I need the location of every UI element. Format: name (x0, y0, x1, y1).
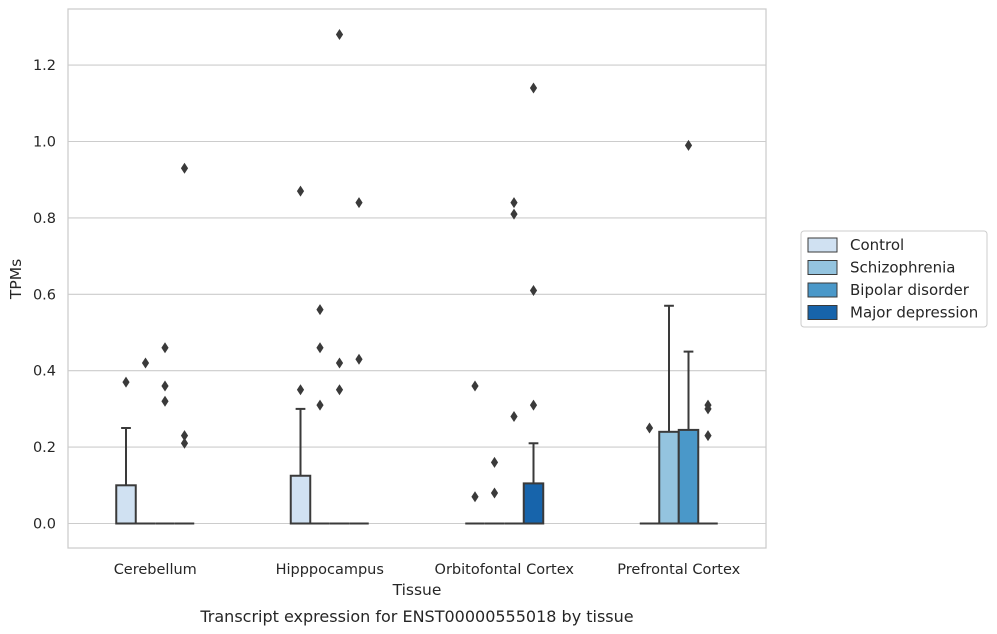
box-group (174, 162, 195, 525)
legend-label: Bipolar disorder (850, 281, 970, 299)
box-group (677, 139, 700, 525)
box-group (329, 29, 350, 525)
x-axis-label: Tissue (392, 581, 442, 599)
y-tick-label: 0.2 (33, 440, 56, 456)
chart-caption: Transcript expression for ENST0000055501… (199, 607, 633, 626)
plot-frame (67, 8, 767, 549)
legend-label: Major depression (850, 304, 978, 322)
box-group (522, 82, 545, 525)
outlier-point (471, 491, 479, 503)
box-group (135, 357, 156, 525)
outlier-point (180, 162, 189, 174)
y-tick-label: 1.0 (33, 135, 56, 151)
x-tick-labels: Cerebellum Hipppocampus Orbitofontal Corte… (114, 562, 741, 578)
box-group (484, 456, 505, 525)
outlier-point (335, 384, 344, 396)
outlier-point (529, 284, 538, 296)
outlier-point (355, 197, 363, 209)
outlier-point (684, 139, 693, 151)
legend-frame (800, 230, 988, 328)
outlier-point (161, 342, 169, 354)
x-tick-label: Hipppocampus (276, 562, 384, 578)
x-tick-label: Orbitofontal Cortex (435, 562, 575, 578)
outlier-point (490, 487, 499, 499)
box-rect (677, 428, 700, 525)
x-tick-label: Prefrontal Cortex (617, 562, 740, 578)
outlier-point (510, 208, 518, 220)
y-tick-label: 0.4 (33, 364, 56, 380)
outlier-point (529, 82, 538, 94)
outlier-point (704, 399, 712, 411)
legend-swatch (807, 237, 838, 253)
outlier-point (316, 342, 324, 354)
outlier-point (510, 197, 518, 209)
outlier-point (335, 357, 344, 369)
box-group (310, 304, 330, 525)
outlier-point (180, 437, 189, 449)
legend-swatch (807, 305, 838, 320)
y-tick-label: 0.8 (33, 211, 56, 227)
outlier-point (490, 456, 499, 468)
box-group (698, 399, 718, 525)
outlier-point (316, 399, 324, 411)
outlier-point (296, 185, 305, 197)
y-tick-labels: 0.0 0.2 0.4 0.6 0.8 1.0 1.2 (33, 58, 56, 532)
y-axis-label: TPMs (7, 259, 25, 300)
box-group (639, 422, 660, 525)
legend-label: Schizophrenia (850, 259, 955, 277)
outlier-point (529, 399, 538, 411)
box-rect (658, 430, 680, 525)
outlier-point (296, 384, 305, 396)
outlier-point (161, 380, 169, 392)
legend-label: Control (850, 236, 904, 254)
y-tick-label: 0.0 (33, 517, 56, 533)
outlier-point (180, 430, 189, 442)
outlier-point (316, 304, 324, 316)
box-group (349, 197, 369, 525)
box-rect (522, 482, 545, 525)
box-rect (115, 484, 137, 525)
outlier-point (141, 357, 150, 369)
box-group (115, 376, 137, 525)
outlier-point (335, 29, 344, 41)
outlier-point (704, 430, 712, 442)
box-group (658, 304, 680, 525)
box-group (504, 197, 524, 525)
outlier-point (161, 395, 169, 407)
legend-swatch (807, 260, 838, 275)
box-group (289, 185, 312, 525)
outlier-point (645, 422, 654, 434)
outlier-point (122, 376, 130, 388)
outlier-point (510, 411, 518, 423)
box-rect (289, 474, 312, 525)
box-group (155, 342, 175, 525)
x-tick-label: Cerebellum (114, 562, 197, 578)
outlier-point (471, 380, 479, 392)
legend-items: Control Schizophrenia Bipolar disorder Majo… (807, 236, 978, 322)
y-tick-label: 1.2 (33, 58, 56, 74)
legend-swatch (807, 282, 838, 298)
legend: Control Schizophrenia Bipolar disorder Majo… (800, 230, 988, 328)
y-tick-label: 0.6 (33, 287, 56, 303)
marks-layer (115, 29, 718, 525)
outlier-point (355, 353, 363, 365)
box-group (465, 380, 485, 525)
